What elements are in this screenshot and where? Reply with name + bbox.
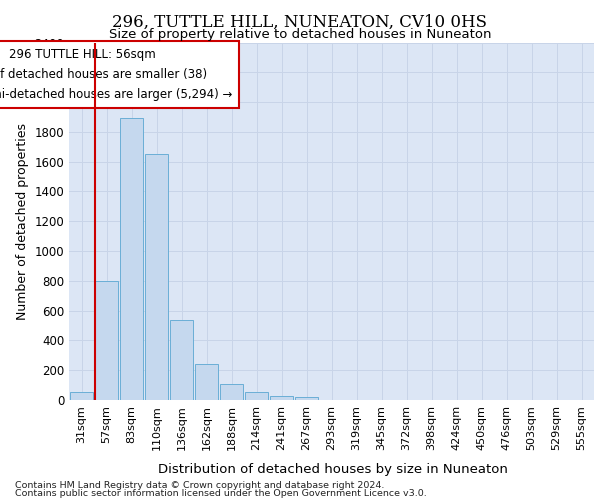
Bar <box>95 281 118 400</box>
Bar <box>245 392 268 400</box>
Text: Contains HM Land Registry data © Crown copyright and database right 2024.: Contains HM Land Registry data © Crown c… <box>15 480 385 490</box>
Text: Contains public sector information licensed under the Open Government Licence v3: Contains public sector information licen… <box>15 489 427 498</box>
Bar <box>194 364 218 400</box>
Bar <box>170 320 193 400</box>
Bar <box>119 118 143 400</box>
Bar <box>70 392 94 400</box>
Text: Size of property relative to detached houses in Nuneaton: Size of property relative to detached ho… <box>109 28 491 41</box>
Text: 296 TUTTLE HILL: 56sqm
← 1% of detached houses are smaller (38)
99% of semi-deta: 296 TUTTLE HILL: 56sqm ← 1% of detached … <box>0 48 232 101</box>
Bar <box>220 384 244 400</box>
Bar <box>295 397 319 400</box>
Text: 296, TUTTLE HILL, NUNEATON, CV10 0HS: 296, TUTTLE HILL, NUNEATON, CV10 0HS <box>113 14 487 31</box>
Bar <box>145 154 169 400</box>
Y-axis label: Number of detached properties: Number of detached properties <box>16 122 29 320</box>
Text: Distribution of detached houses by size in Nuneaton: Distribution of detached houses by size … <box>158 464 508 476</box>
Bar <box>269 396 293 400</box>
